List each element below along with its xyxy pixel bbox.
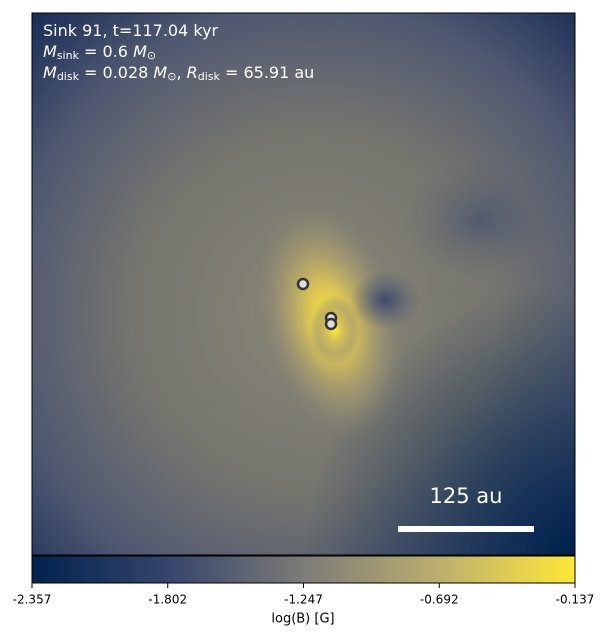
annotation-part: ⊙ (147, 49, 156, 62)
annotation-part: M (43, 42, 57, 61)
colorbar-tick-label: -0.692 (420, 593, 459, 607)
image-frame (31, 12, 576, 556)
annotation-part: ⊙ (167, 70, 176, 83)
annotation-part: disk (198, 70, 221, 83)
annotation-part: Sink 91, t=117.04 kyr (43, 21, 219, 40)
colorbar-tick-label: -0.137 (556, 593, 595, 607)
annotation-part: sink (57, 49, 80, 62)
annotation-part: = 0.028 (79, 63, 153, 82)
colorbar-tick-label: -2.357 (13, 593, 52, 607)
annotation-part: = 0.6 (79, 42, 133, 61)
colorbar-tick-label: -1.802 (148, 593, 187, 607)
annotation-part: M (43, 63, 57, 82)
colorbar-label: log(B) [G] (271, 612, 334, 627)
annotation-part: , (176, 63, 186, 82)
annotation-line: Mdisk = 0.028 M⊙, Rdisk = 65.91 au (43, 63, 314, 84)
scale-bar-label: 125 au (430, 484, 503, 508)
annotation-part: M (153, 63, 167, 82)
colorbar-tick-label: -1.247 (284, 593, 323, 607)
sink-marker (296, 277, 310, 291)
annotation-part: M (133, 42, 147, 61)
annotation-part: disk (57, 70, 80, 83)
colorbar (31, 555, 576, 584)
annotation-line: Msink = 0.6 M⊙ (43, 42, 156, 63)
annotation-part: = 65.91 au (220, 63, 314, 82)
annotation-line: Sink 91, t=117.04 kyr (43, 21, 219, 40)
annotation-part: R (187, 63, 198, 82)
sink-marker (324, 317, 338, 331)
